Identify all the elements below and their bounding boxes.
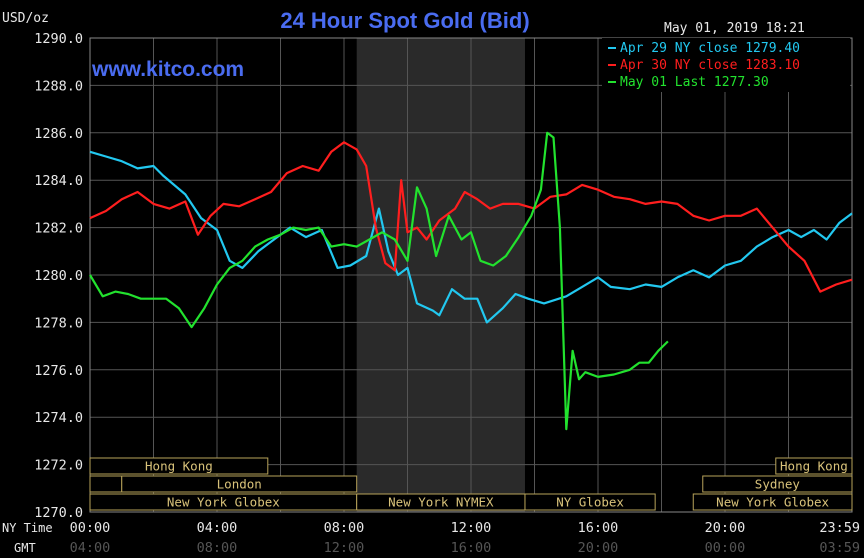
market-session-label: NY Globex [556, 495, 624, 510]
x-tick-label-ny: 16:00 [578, 520, 619, 536]
y-tick-label: 1272.0 [34, 458, 83, 474]
x-tick-label-gmt: 20:00 [578, 540, 619, 556]
market-session-box [702, 475, 853, 493]
market-session-label: New York NYMEX [388, 495, 494, 510]
y-tick-label: 1274.0 [34, 410, 83, 426]
y-tick-label: 1288.0 [34, 78, 83, 94]
y-tick-label: 1270.0 [34, 505, 83, 521]
row-label-ny-time: NY Time [2, 521, 53, 535]
legend: Apr 29 NY close 1279.40 Apr 30 NY close 1… [602, 38, 850, 92]
series-line [89, 150, 853, 324]
y-tick-label: 1290.0 [34, 31, 83, 47]
x-tick-label-ny: 08:00 [324, 520, 365, 536]
timestamp: May 01, 2019 18:21 [664, 21, 805, 36]
x-tick-label-ny: 04:00 [197, 520, 238, 536]
market-session-label: Sydney [755, 477, 801, 492]
market-session-label: London [217, 477, 262, 492]
x-tick-label-ny: 00:00 [70, 520, 111, 536]
x-tick-label-gmt: 00:00 [705, 540, 746, 556]
unit-label: USD/oz [2, 11, 49, 26]
watermark: www.kitco.com [91, 58, 244, 81]
y-tick-label: 1284.0 [34, 173, 83, 189]
x-tick-label-gmt: 12:00 [324, 540, 365, 556]
market-session-box [692, 493, 853, 511]
x-tick-label-ny: 12:00 [451, 520, 492, 536]
market-session-box [89, 457, 269, 475]
market-session-label: New York Globex [167, 495, 280, 510]
series-lines [89, 131, 853, 431]
chart-title: 24 Hour Spot Gold (Bid) [280, 8, 529, 33]
x-tick-label-gmt: 04:00 [70, 540, 111, 556]
legend-entry: May 01 Last 1277.30 [620, 75, 769, 90]
market-session-label: Hong Kong [780, 459, 848, 474]
x-tick-label-gmt: 08:00 [197, 540, 238, 556]
y-tick-label: 1282.0 [34, 221, 83, 237]
legend-entry: Apr 29 NY close 1279.40 [620, 41, 800, 56]
y-tick-label: 1286.0 [34, 126, 83, 142]
y-axis: 1270.0 1272.0 1274.0 1276.0 1278.0 1280.0 1282… [34, 31, 83, 521]
market-session-box [89, 475, 123, 493]
market-session-label: Hong Kong [145, 459, 213, 474]
series-line [89, 141, 853, 293]
row-label-gmt: GMT [14, 541, 36, 555]
y-tick-label: 1280.0 [34, 268, 83, 284]
legend-entry: Apr 30 NY close 1283.10 [620, 58, 800, 73]
y-tick-label: 1276.0 [34, 363, 83, 379]
market-session-box [524, 493, 656, 511]
legend-box [602, 38, 850, 92]
x-tick-label-gmt: 03:59 [819, 540, 860, 556]
series-line [89, 131, 669, 431]
x-tick-label-ny: 20:00 [705, 520, 746, 536]
x-axis: 00:00 04:00 04:00 08:00 08:00 12:00 12:00 16:00… [70, 520, 860, 556]
market-sessions: Hong Kong Hong Kong London Sydney New York G… [89, 457, 853, 511]
x-tick-label-ny: 23:59 [819, 520, 860, 536]
y-tick-label: 1278.0 [34, 315, 83, 331]
x-tick-label-gmt: 16:00 [451, 540, 492, 556]
market-session-box [121, 475, 358, 493]
market-session-label: New York Globex [716, 495, 829, 510]
market-session-box [775, 457, 853, 475]
